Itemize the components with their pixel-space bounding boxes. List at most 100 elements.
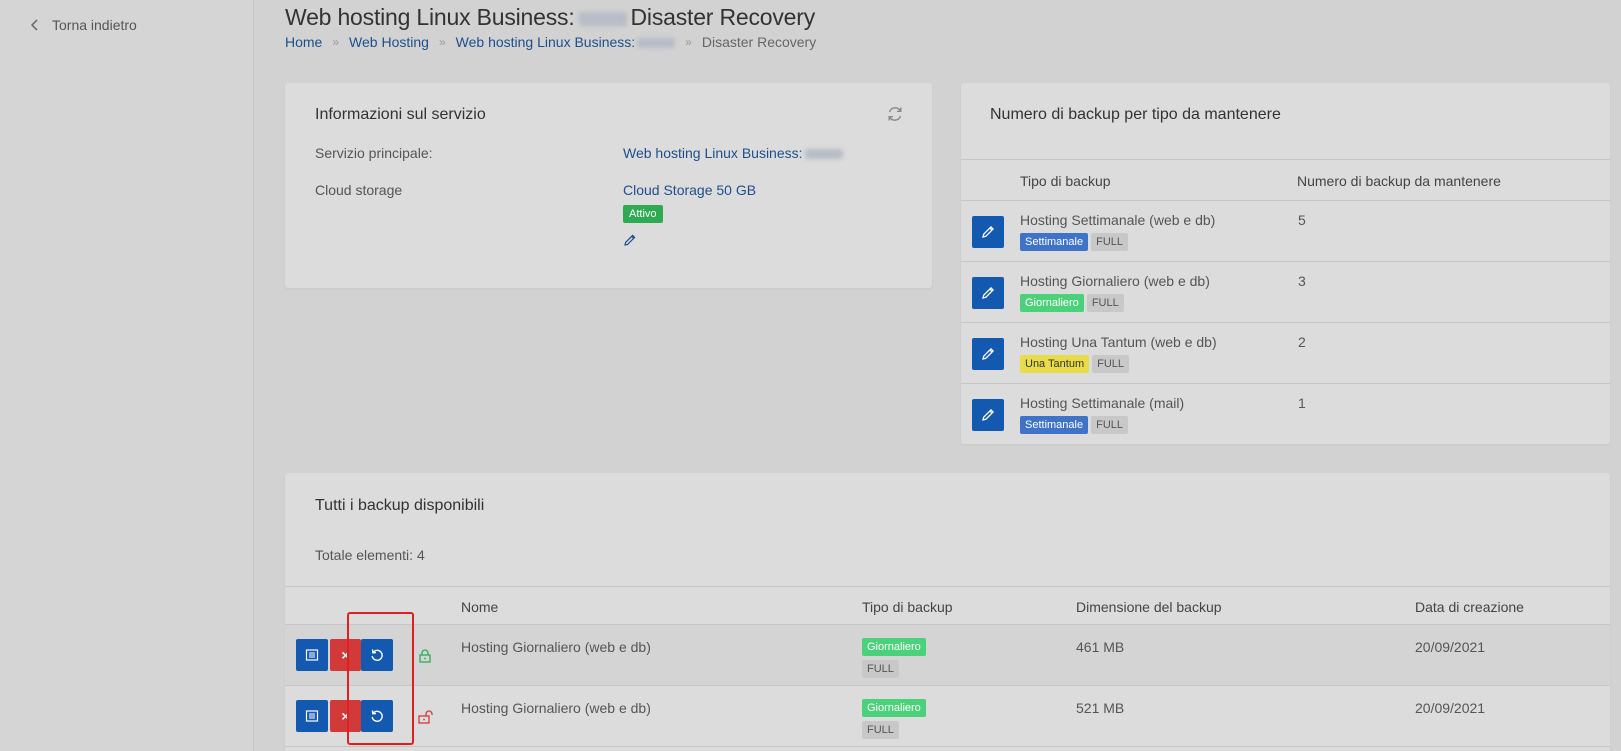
breadcrumb: Home » Web Hosting » Web hosting Linux B… [285,34,816,50]
back-link-label: Torna indietro [52,17,137,33]
main-service-link[interactable]: Web hosting Linux Business: [623,145,843,161]
edit-cloud-storage-icon[interactable] [623,233,637,247]
page-title-prefix: Web hosting Linux Business: [285,4,575,30]
backup-row: × Hosting Giornaliero (web e db) Giornal… [285,625,1610,686]
retention-name: Hosting Una Tantum (web e db) [1020,334,1217,350]
frequency-tag: Giornaliero [862,699,926,717]
backup-tags: Giornaliero FULL [862,638,926,678]
retention-name: Hosting Settimanale (mail) [1020,395,1185,411]
cloud-storage-label: Cloud storage [315,182,403,198]
frequency-tag: Settimanale [1020,416,1089,434]
frequency-tag: Settimanale [1020,233,1089,251]
restore-button[interactable] [361,639,393,671]
backup-size: 461 MB [1076,639,1125,655]
col-backup-count: Numero di backup da mantenere [1297,173,1501,189]
backup-date: 20/09/2021 [1415,700,1486,716]
status-badge: Attivo [623,205,663,223]
redacted-domain [578,11,627,26]
breadcrumb-web-hosting[interactable]: Web Hosting [349,34,429,50]
backup-name: Hosting Giornaliero (web e db) [461,700,651,716]
backup-date: 20/09/2021 [1415,639,1486,655]
chevron-left-icon [30,19,38,31]
retention-count: 3 [1298,273,1306,289]
retention-name: Hosting Giornaliero (web e db) [1020,273,1210,289]
backups-total: Totale elementi: 4 [315,547,425,563]
mode-tag: FULL [1091,416,1128,434]
page-title: Web hosting Linux Business: Disaster Reco… [285,4,815,31]
breadcrumb-service[interactable]: Web hosting Linux Business: [456,34,676,50]
edit-retention-button[interactable] [972,277,1004,309]
retention-row: Hosting Settimanale (mail) Settimanale F… [961,384,1610,445]
backup-size: 521 MB [1076,700,1125,716]
edit-retention-button[interactable] [972,216,1004,248]
main-service-label: Servizio principale: [315,145,433,161]
lock-icon[interactable] [417,648,433,664]
pencil-icon [982,347,995,360]
list-icon [305,710,319,722]
status-badge-wrap: Attivo [623,204,663,223]
col-name: Nome [461,599,499,615]
retention-tags: Una Tantum FULL [1020,355,1130,373]
backup-tags: Giornaliero FULL [862,699,926,739]
retention-count: 2 [1298,334,1306,350]
breadcrumb-separator: » [332,35,340,49]
pencil-icon [982,225,995,238]
mode-tag: FULL [862,660,899,678]
list-icon [305,649,319,661]
backup-row: × Hosting Giornaliero (web e db) Giornal… [285,686,1610,747]
redacted-domain [637,38,676,49]
details-button[interactable] [296,700,328,732]
backups-card: Tutti i backup disponibili Totale elemen… [285,473,1610,751]
retention-tags: Settimanale FULL [1020,233,1128,251]
col-size: Dimensione del backup [1076,599,1222,615]
mode-tag: FULL [1086,294,1124,312]
service-info-title: Informazioni sul servizio [315,106,486,123]
mode-tag: FULL [1092,355,1130,373]
back-link[interactable]: Torna indietro [28,17,137,33]
redacted-domain [804,149,843,160]
edit-retention-button[interactable] [972,399,1004,431]
close-icon: × [341,647,350,663]
restore-button[interactable] [361,700,393,732]
col-backup-type: Tipo di backup [1020,173,1111,189]
frequency-tag: Giornaliero [862,638,926,656]
close-icon: × [341,708,350,724]
page-title-suffix: Disaster Recovery [630,4,816,30]
delete-button[interactable]: × [330,700,361,732]
cloud-storage-link[interactable]: Cloud Storage 50 GB [623,182,757,198]
breadcrumb-separator: » [685,35,692,49]
breadcrumb-current: Disaster Recovery [701,34,817,50]
pencil-icon [982,408,995,421]
edit-retention-button[interactable] [972,338,1004,370]
col-type: Tipo di backup [862,599,953,615]
frequency-tag: Giornaliero [1020,294,1084,312]
retention-name: Hosting Settimanale (web e db) [1020,212,1216,228]
col-date: Data di creazione [1415,599,1524,615]
retention-tags: Settimanale FULL [1020,416,1128,434]
mode-tag: FULL [862,721,899,739]
retention-count: 1 [1298,395,1306,411]
service-info-card: Informazioni sul servizio Servizio princ… [285,83,932,288]
retention-title: Numero di backup per tipo da mantenere [990,106,1281,123]
retention-table-header: Tipo di backup Numero di backup da mante… [961,159,1610,201]
retention-row: Hosting Settimanale (web e db) Settimana… [961,201,1610,262]
breadcrumb-home[interactable]: Home [285,34,323,50]
restore-icon [371,649,383,661]
delete-button[interactable]: × [330,639,361,671]
retention-count: 5 [1298,212,1306,228]
retention-tags: Giornaliero FULL [1020,294,1124,312]
details-button[interactable] [296,639,328,671]
pencil-icon [982,286,995,299]
frequency-tag: Una Tantum [1020,355,1090,373]
backups-table-header: Nome Tipo di backup Dimensione del backu… [285,586,1610,625]
refresh-icon[interactable] [886,105,904,123]
backup-name: Hosting Giornaliero (web e db) [461,639,651,655]
restore-icon [371,710,383,722]
breadcrumb-separator: » [438,35,446,49]
retention-card: Numero di backup per tipo da mantenere T… [961,83,1610,444]
unlock-icon[interactable] [417,709,433,725]
retention-row: Hosting Una Tantum (web e db) Una Tantum… [961,323,1610,384]
sidebar: Torna indietro [0,0,254,751]
backups-title: Tutti i backup disponibili [315,497,485,514]
retention-row: Hosting Giornaliero (web e db) Giornalie… [961,262,1610,323]
